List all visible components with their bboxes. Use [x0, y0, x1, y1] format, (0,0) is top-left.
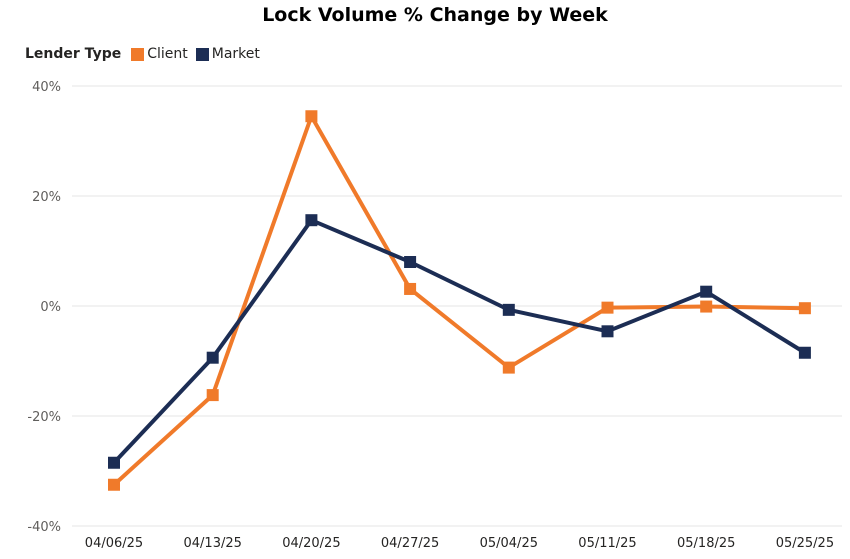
legend-label-market: Market	[211, 46, 260, 62]
legend: Lender Type Client Market	[25, 46, 268, 62]
y-tick-label: 40%	[32, 80, 61, 95]
series-line-market	[112, 218, 806, 465]
data-point-market	[404, 256, 417, 268]
y-tick-label: 0%	[40, 300, 61, 315]
x-tick-label: 04/20/25	[282, 536, 340, 551]
x-tick-label: 05/18/25	[677, 536, 735, 551]
legend-swatch-market	[195, 47, 209, 61]
data-point-client	[502, 361, 515, 374]
data-point-client	[601, 301, 614, 314]
series-line-client	[112, 114, 805, 487]
data-point-market	[108, 456, 120, 469]
legend-label-client: Client	[147, 46, 188, 62]
x-tick-label: 05/11/25	[578, 536, 636, 551]
x-tick-label: 04/06/25	[85, 536, 143, 551]
data-point-client	[404, 282, 417, 295]
data-point-market	[305, 214, 318, 227]
x-tick-label: 05/04/25	[480, 536, 538, 551]
chart-title: Lock Volume % Change by Week	[262, 4, 608, 26]
y-tick-label: -40%	[27, 520, 61, 535]
data-point-market	[502, 303, 515, 316]
data-point-market	[601, 325, 614, 338]
data-point-market	[700, 285, 713, 298]
data-point-market	[206, 351, 219, 364]
legend-title: Lender Type	[25, 46, 122, 62]
legend-item-market[interactable]: Market	[195, 46, 260, 62]
data-point-client	[206, 389, 219, 402]
x-tick-label: 05/25/25	[776, 536, 834, 551]
legend-item-client[interactable]: Client	[131, 46, 188, 62]
y-tick-label: -20%	[27, 410, 61, 425]
data-point-market	[798, 346, 811, 359]
data-point-client	[305, 110, 318, 123]
y-tick-label: 20%	[32, 190, 61, 205]
legend-swatch-client	[131, 47, 145, 61]
x-tick-label: 04/13/25	[184, 536, 242, 551]
data-point-client	[798, 302, 811, 315]
x-tick-label: 04/27/25	[381, 536, 439, 551]
data-point-client	[700, 300, 713, 313]
data-point-client	[108, 478, 120, 491]
